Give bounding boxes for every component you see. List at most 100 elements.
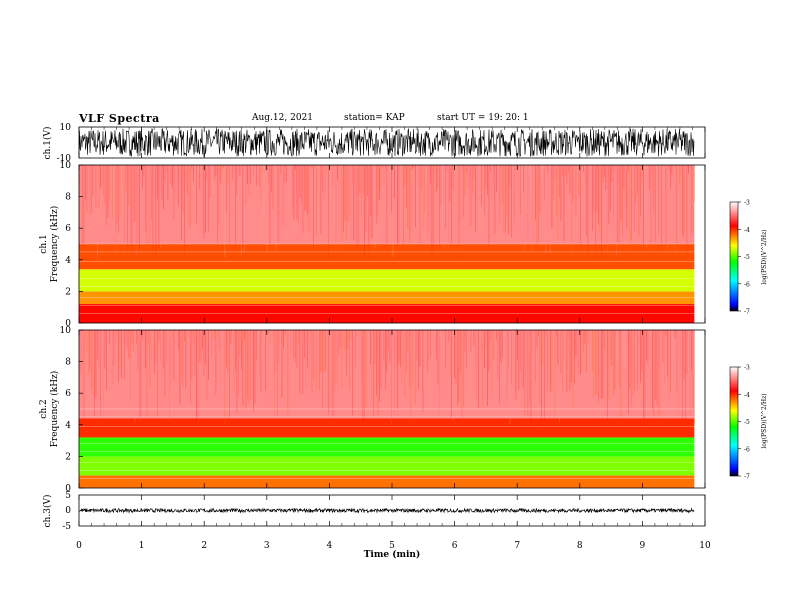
spectrogram-streak [362, 330, 364, 421]
spectrogram-streak [187, 165, 188, 194]
spectrogram-streak [82, 330, 83, 332]
spectrogram-streak [160, 165, 161, 248]
spectrogram-streak [343, 165, 344, 233]
spectrogram-streak [404, 165, 406, 186]
spectrogram-streak [289, 330, 290, 340]
x-tick-label: 3 [264, 541, 270, 551]
spectrogram-streak [335, 165, 337, 250]
spectrogram-streak [101, 165, 103, 188]
spectrogram-streak [166, 330, 167, 363]
ch2-colorbar-label: log(PSD)(V^2/Hz) [761, 393, 768, 448]
spectrogram-streak [202, 165, 203, 221]
spectrogram-streak [463, 165, 464, 218]
spectrogram-ytick-label: 2 [65, 452, 71, 462]
spectrogram-streak [493, 165, 494, 184]
spectrogram-streak [290, 165, 292, 209]
spectrogram-streak [278, 330, 280, 364]
spectrogram-streak [229, 330, 230, 419]
spectrogram-streak [191, 330, 193, 381]
spectrogram-streak [326, 165, 328, 174]
spectrogram-streak [560, 330, 562, 375]
spectrogram-streak [475, 330, 476, 368]
spectrogram-streak [634, 165, 635, 232]
ch3-waveform-trace [78, 507, 695, 514]
spectrogram-streak [541, 330, 542, 425]
spectrogram-streak [269, 165, 271, 244]
spectrogram-streak [499, 165, 500, 223]
spectrogram-streak [488, 330, 490, 373]
spectrogram-streak [574, 330, 575, 384]
spectrogram-streak [497, 165, 499, 205]
spectrogram-streak [389, 165, 391, 168]
spectrogram-streak [233, 330, 235, 392]
spectrogram-streak [629, 165, 631, 253]
spectrogram-streak [94, 330, 95, 417]
spectrogram-streak [155, 330, 157, 363]
spectrogram-streak [563, 165, 565, 242]
spectrogram-streak [281, 165, 283, 228]
spectrogram-streak [625, 330, 626, 366]
spectrogram-streak [665, 330, 667, 336]
spectrogram-streak [364, 165, 365, 256]
colorbar-tick-label: -6 [744, 446, 750, 453]
spectrogram-streak [388, 330, 389, 351]
spectrogram-streak [548, 165, 550, 173]
spectrogram-streak [524, 330, 526, 415]
spectrogram-streak [323, 330, 325, 374]
spectrogram-streak [544, 165, 545, 202]
spectrogram-streak [143, 165, 145, 176]
spectrogram-streak [290, 330, 292, 353]
spectrogram-streak [350, 330, 352, 340]
spectrogram-streak [670, 330, 671, 392]
spectrogram-streak [485, 330, 487, 348]
spectrogram-streak [478, 165, 479, 222]
spectrogram-streak [260, 330, 262, 391]
spectrogram-streak [494, 330, 496, 342]
spectrogram-streak [158, 165, 160, 249]
spectrogram-streak [118, 165, 119, 234]
spectrogram-streak [464, 165, 466, 198]
spectrogram-streak [88, 165, 89, 228]
spectrogram-streak [296, 165, 298, 220]
spectrogram-streak [193, 330, 194, 342]
spectrogram-streak [442, 165, 443, 240]
spectrogram-streak [527, 330, 529, 421]
spectrogram-streak [181, 165, 182, 242]
spectrogram-streak [617, 165, 619, 242]
x-tick-label: 7 [514, 541, 520, 551]
spectrogram-streak [199, 330, 200, 362]
spectrogram-streak [664, 165, 665, 169]
spectrogram-streak [550, 330, 551, 392]
spectrogram-streak [467, 330, 469, 335]
spectrogram-streak [694, 165, 695, 203]
spectrogram-streak [641, 165, 643, 185]
spectrogram-streak [286, 165, 287, 182]
spectrogram-streak [637, 165, 638, 195]
spectrogram-streak [257, 330, 259, 347]
spectrogram-streak [176, 165, 178, 201]
spectrogram-streak [557, 165, 559, 241]
colorbar-tick-label: -7 [744, 474, 750, 481]
spectrogram-streak [472, 165, 473, 194]
spectrogram-ytick-label: 8 [65, 193, 71, 203]
spectrogram-streak [545, 330, 547, 336]
spectrogram-streak [601, 165, 602, 259]
spectrogram-streak [322, 330, 323, 408]
spectrogram-streak [658, 330, 659, 414]
spectrogram-streak [637, 330, 638, 390]
spectrogram-streak [401, 165, 403, 182]
spectrogram-streak [161, 330, 163, 419]
spectrogram-streak [347, 330, 349, 350]
spectrogram-streak [263, 165, 265, 217]
spectrogram-ytick-label: 10 [60, 326, 72, 336]
spectrogram-streak [448, 330, 449, 342]
spectrogram-streak [236, 330, 238, 413]
spectrogram-streak [295, 165, 296, 170]
spectrogram-streak [569, 165, 571, 194]
spectrogram-streak [688, 165, 689, 174]
spectrogram-streak [538, 165, 539, 242]
spectrogram-streak [97, 330, 98, 360]
spectrogram-streak [566, 330, 568, 392]
spectrogram-streak [562, 330, 563, 392]
spectrogram-streak [157, 330, 158, 419]
